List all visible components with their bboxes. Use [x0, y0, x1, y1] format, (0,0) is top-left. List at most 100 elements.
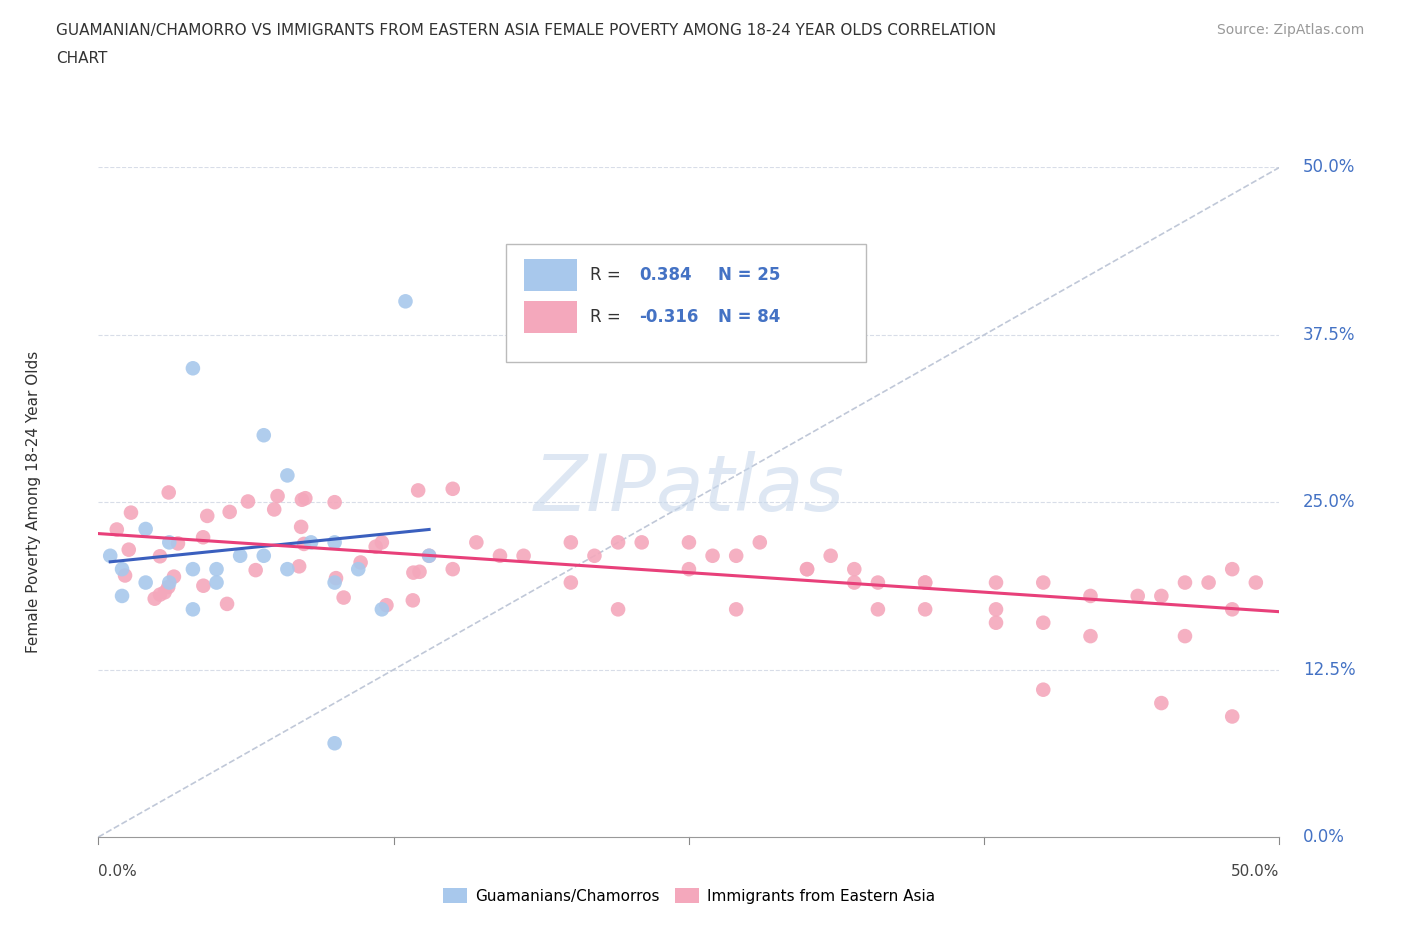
Point	[114, 568, 136, 583]
Point	[489, 549, 512, 564]
Point	[181, 562, 204, 577]
Text: 0.0%: 0.0%	[98, 864, 138, 879]
Point	[143, 591, 166, 606]
Point	[512, 549, 534, 564]
FancyBboxPatch shape	[523, 259, 576, 291]
Point	[263, 502, 285, 517]
Point	[914, 575, 936, 590]
Point	[191, 530, 214, 545]
Point	[135, 575, 157, 590]
Text: N = 84: N = 84	[718, 309, 780, 326]
Text: 0.0%: 0.0%	[1303, 828, 1346, 846]
Point	[195, 509, 218, 524]
Text: Female Poverty Among 18-24 Year Olds: Female Poverty Among 18-24 Year Olds	[25, 352, 41, 654]
Point	[441, 482, 464, 497]
Point	[323, 575, 346, 590]
Point	[98, 549, 121, 564]
Point	[465, 535, 488, 550]
Point	[441, 562, 464, 577]
Point	[402, 565, 425, 580]
Point	[1198, 575, 1220, 590]
Point	[118, 542, 141, 557]
Point	[725, 549, 748, 564]
Point	[290, 520, 312, 535]
Point	[678, 562, 700, 577]
Text: Source: ZipAtlas.com: Source: ZipAtlas.com	[1216, 23, 1364, 37]
Point	[583, 549, 606, 564]
Point	[1174, 575, 1197, 590]
Point	[748, 294, 770, 309]
Text: ZIPatlas: ZIPatlas	[533, 451, 845, 526]
Point	[149, 587, 172, 602]
Point	[205, 562, 228, 577]
Point	[394, 294, 416, 309]
Point	[406, 483, 429, 498]
Point	[418, 549, 440, 564]
Point	[181, 361, 204, 376]
Text: 25.0%: 25.0%	[1303, 493, 1355, 512]
Point	[1032, 575, 1054, 590]
Point	[375, 598, 398, 613]
Point	[402, 593, 425, 608]
Point	[408, 565, 430, 579]
Point	[1244, 575, 1267, 590]
Point	[276, 468, 298, 483]
Point	[299, 535, 322, 550]
Point	[323, 736, 346, 751]
Point	[193, 578, 215, 593]
Point	[215, 596, 238, 611]
Point	[1126, 589, 1149, 604]
Point	[276, 562, 298, 577]
Point	[418, 549, 440, 564]
Point	[349, 555, 371, 570]
Point	[984, 575, 1007, 590]
Point	[245, 563, 267, 578]
Point	[725, 602, 748, 617]
Point	[181, 602, 204, 617]
Text: N = 25: N = 25	[718, 266, 780, 285]
Text: R =: R =	[589, 266, 620, 285]
Point	[157, 579, 180, 594]
Point	[364, 539, 387, 554]
Point	[1220, 562, 1243, 577]
Point	[111, 589, 134, 604]
Point	[163, 569, 186, 584]
Point	[607, 602, 630, 617]
Point	[294, 491, 316, 506]
Point	[253, 549, 276, 564]
Point	[1080, 629, 1102, 644]
Point	[157, 575, 180, 590]
Point	[678, 535, 700, 550]
Text: 37.5%: 37.5%	[1303, 326, 1355, 344]
Point	[288, 559, 311, 574]
Point	[135, 522, 157, 537]
Point	[236, 494, 259, 509]
Point	[149, 549, 172, 564]
Point	[157, 485, 180, 500]
FancyBboxPatch shape	[506, 245, 866, 362]
Point	[984, 616, 1007, 631]
Point	[347, 562, 370, 577]
Point	[820, 549, 842, 564]
Point	[866, 602, 889, 617]
Point	[332, 591, 354, 605]
Point	[607, 535, 630, 550]
Point	[560, 535, 582, 550]
Text: R =: R =	[589, 309, 620, 326]
Point	[153, 585, 176, 600]
Point	[1032, 616, 1054, 631]
Point	[229, 549, 252, 564]
Text: CHART: CHART	[56, 51, 108, 66]
Point	[323, 535, 346, 550]
Point	[218, 504, 240, 519]
Point	[291, 492, 314, 507]
Text: 12.5%: 12.5%	[1303, 660, 1355, 679]
Point	[323, 495, 346, 510]
Point	[1150, 696, 1173, 711]
Point	[167, 536, 190, 551]
Point	[1220, 709, 1243, 724]
Point	[914, 602, 936, 617]
Point	[1150, 589, 1173, 604]
Text: 50.0%: 50.0%	[1303, 158, 1355, 177]
Point	[796, 562, 818, 577]
